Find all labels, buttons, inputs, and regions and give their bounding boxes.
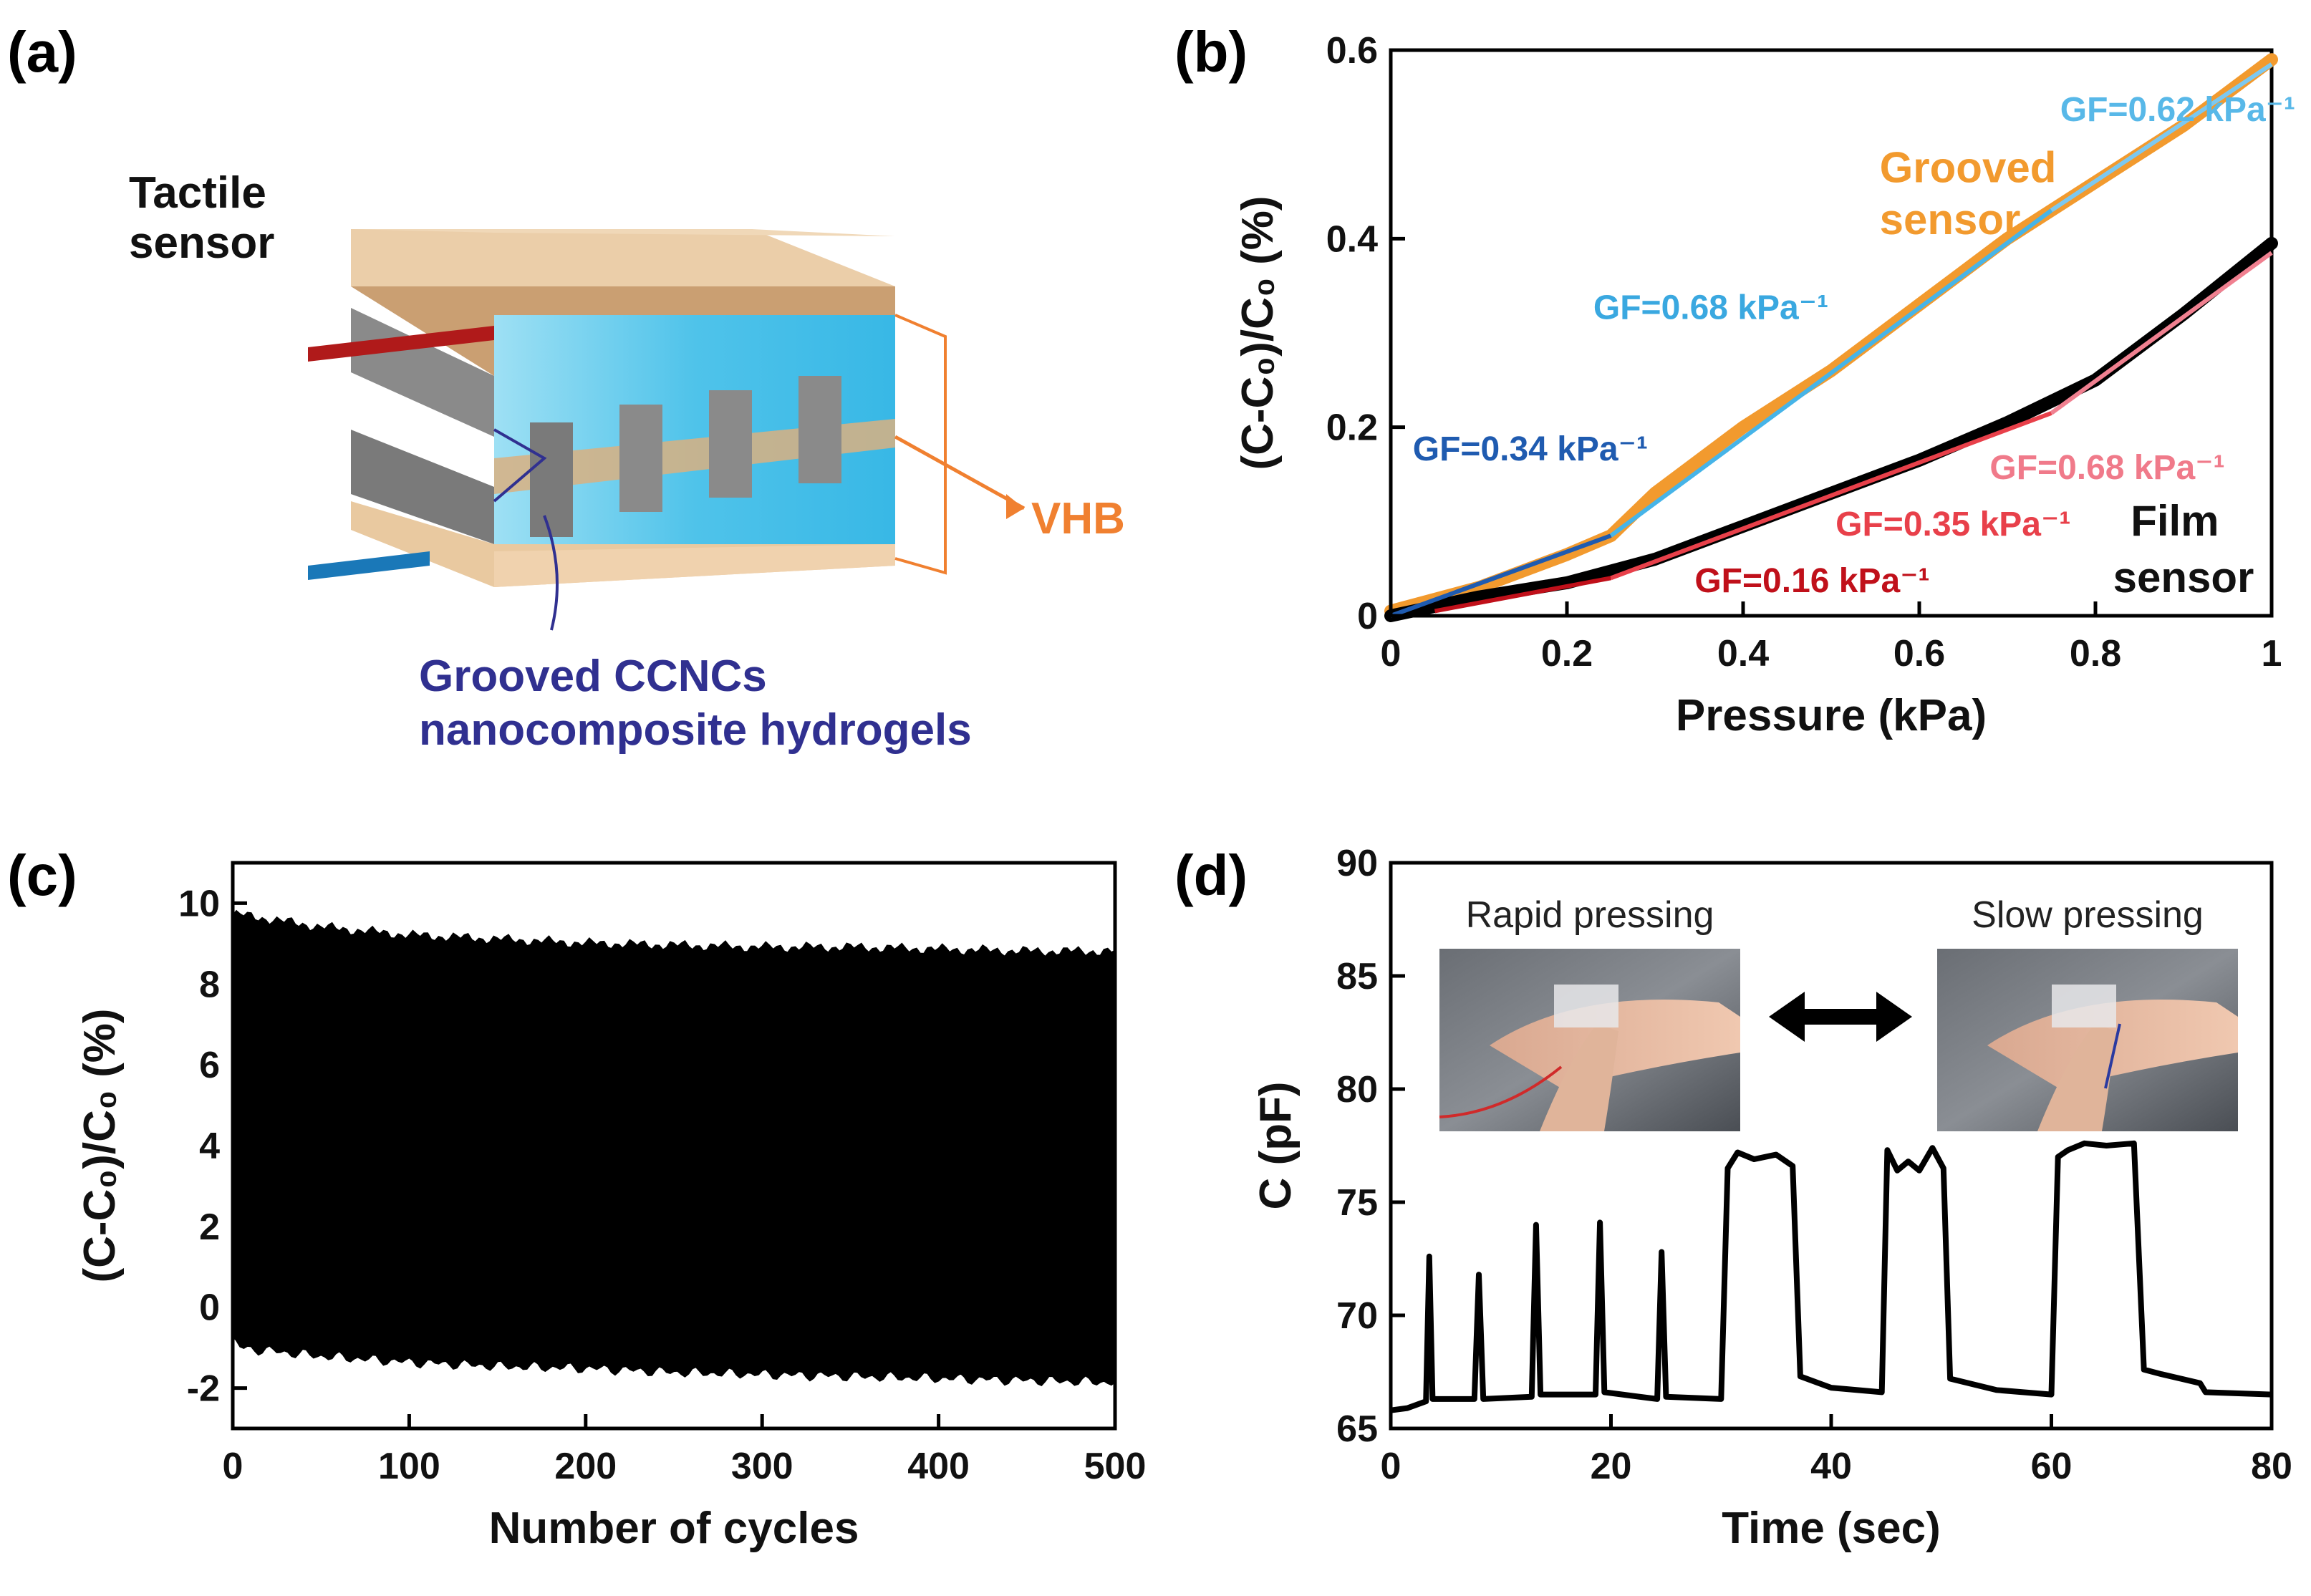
x-tick-label: 0 xyxy=(1381,633,1401,674)
chart-c-xlabel: Number of cycles xyxy=(489,1504,859,1553)
annotation: Film xyxy=(2131,497,2219,545)
chart-b-ylabel: (C-C₀)/C₀ (%) xyxy=(1233,195,1283,470)
y-tick-label: 90 xyxy=(1336,843,1378,884)
y-tick-label: -2 xyxy=(187,1368,220,1410)
fit-line xyxy=(1434,576,1612,614)
fit-line xyxy=(1610,411,2052,581)
y-tick-label: 0.2 xyxy=(1326,407,1378,449)
x-tick-label: 0.4 xyxy=(1717,633,1769,674)
chart-c-plot xyxy=(232,909,1116,1386)
photo-inset-rapid xyxy=(1439,949,1740,1131)
y-tick-label: 2 xyxy=(199,1206,220,1248)
x-tick-label: 1 xyxy=(2262,633,2282,674)
sensor-illustration xyxy=(308,229,1026,631)
fit-line xyxy=(2050,251,2273,415)
panel-b-label: (b) xyxy=(1174,20,1248,84)
photo-inset-slow xyxy=(1937,949,2238,1131)
x-tick-label: 0 xyxy=(1381,1446,1401,1487)
fit-line xyxy=(2050,62,2273,213)
y-tick-label: 0.6 xyxy=(1326,30,1378,72)
y-tick-label: 4 xyxy=(199,1126,220,1167)
vhb-label: VHB xyxy=(1031,494,1125,543)
annotation: sensor xyxy=(1880,195,2021,243)
annotation: sensor xyxy=(2113,553,2254,601)
y-tick-label: 8 xyxy=(199,964,220,1005)
x-tick-label: 80 xyxy=(2251,1446,2292,1487)
chart-c-ylabel: (C-C₀)/C₀ (%) xyxy=(75,1008,125,1282)
chart-d-ylabel: C (pF) xyxy=(1251,1081,1301,1209)
panel-a: (a) Tactile sensor xyxy=(7,20,1125,755)
chart-d-frame xyxy=(1389,861,2274,1431)
fit-line xyxy=(1609,208,2053,538)
x-tick-label: 0.8 xyxy=(2070,633,2121,674)
y-tick-label: 0 xyxy=(1357,596,1378,637)
x-tick-label: 300 xyxy=(731,1446,793,1487)
y-tick-label: 70 xyxy=(1336,1295,1378,1337)
x-tick-label: 60 xyxy=(2031,1446,2073,1487)
y-tick-label: 0.4 xyxy=(1326,218,1378,260)
annotation: Grooved xyxy=(1880,143,2057,191)
panel-c-label: (c) xyxy=(7,843,77,907)
y-tick-label: 10 xyxy=(178,883,220,924)
x-tick-label: 0.6 xyxy=(1893,633,1945,674)
x-tick-label: 0 xyxy=(223,1446,243,1487)
chart-b-frame xyxy=(1389,48,2274,618)
tactile-label-line2: sensor xyxy=(129,218,274,268)
chart-d-axes: 0 20 40 60 80 65 70 75 80 85 90 xyxy=(1336,843,2292,1487)
y-tick-label: 85 xyxy=(1336,956,1378,997)
capacitance-line xyxy=(1390,1140,2272,1413)
y-tick-label: 6 xyxy=(199,1045,220,1086)
hydrogel-label-line2: nanocomposite hydrogels xyxy=(419,705,972,755)
panel-a-label: (a) xyxy=(7,20,77,84)
double-arrow-icon xyxy=(1769,992,1912,1042)
y-tick-label: 65 xyxy=(1336,1408,1378,1450)
chart-d-plot xyxy=(1390,1140,2272,1413)
y-tick-label: 0 xyxy=(199,1287,220,1329)
y-tick-label: 80 xyxy=(1336,1069,1378,1111)
x-tick-label: 20 xyxy=(1591,1446,1632,1487)
x-tick-label: 40 xyxy=(1810,1446,1852,1487)
annotation: GF=0.34 kPa⁻¹ xyxy=(1413,430,1648,468)
panel-d-label: (d) xyxy=(1174,843,1248,907)
x-tick-label: 0.2 xyxy=(1541,633,1593,674)
chart-d-xlabel: Time (sec) xyxy=(1722,1504,1941,1553)
tactile-label-line1: Tactile xyxy=(129,168,266,218)
photo-title-rapid: Rapid pressing xyxy=(1466,894,1714,936)
annotation: GF=0.68 kPa⁻¹ xyxy=(1593,289,1828,327)
fit-line xyxy=(1389,533,1612,618)
panel-d: (d) 0 20 40 60 80 65 70 75 80 85 90 Time (sec) C (… xyxy=(1174,843,2292,1553)
cycle-envelope xyxy=(232,909,1116,1386)
annotation: GF=0.16 kPa⁻¹ xyxy=(1694,562,1929,600)
annotation: GF=0.68 kPa⁻¹ xyxy=(1989,449,2224,487)
x-tick-label: 400 xyxy=(907,1446,970,1487)
chart-b-xlabel: Pressure (kPa) xyxy=(1676,691,1987,740)
x-tick-label: 200 xyxy=(554,1446,617,1487)
y-tick-label: 75 xyxy=(1336,1182,1378,1224)
annotation: GF=0.62 kPa⁻¹ xyxy=(2060,91,2295,129)
hydrogel-label-line1: Grooved CCNCs xyxy=(419,652,767,701)
photo-title-slow: Slow pressing xyxy=(1972,894,2204,936)
x-tick-label: 500 xyxy=(1084,1446,1147,1487)
annotation: GF=0.35 kPa⁻¹ xyxy=(1835,506,2070,543)
x-tick-label: 100 xyxy=(378,1446,440,1487)
chart-b-axes: 0 0.2 0.4 0.6 0.8 1 0 0.2 0.4 0.6 xyxy=(1326,30,2282,674)
